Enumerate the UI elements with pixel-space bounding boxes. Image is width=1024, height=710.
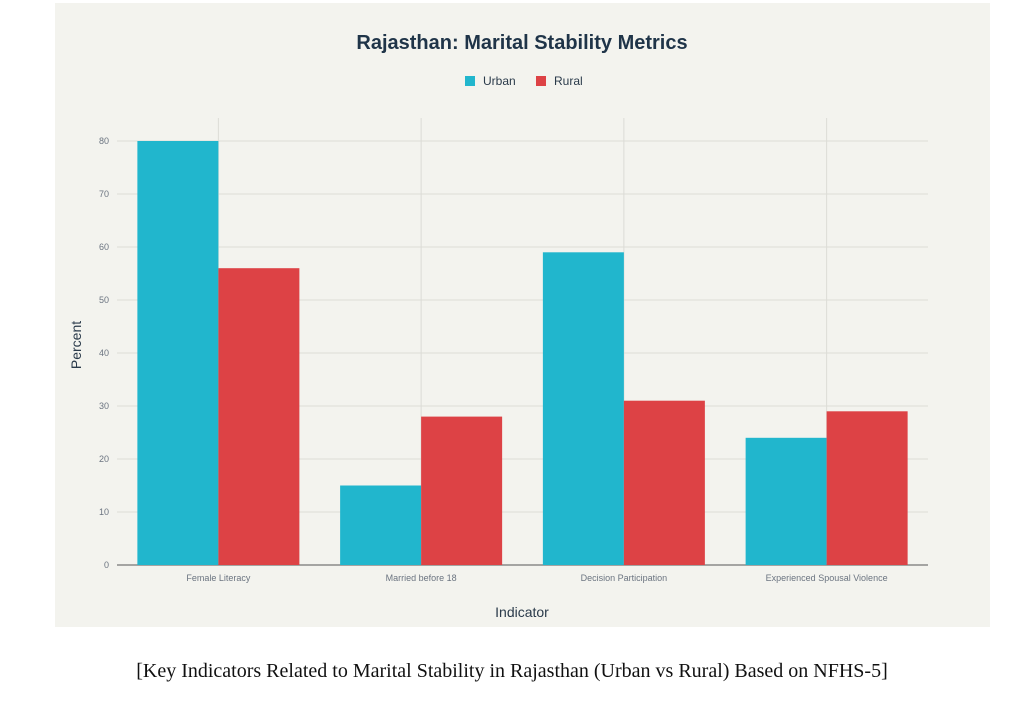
x-tick-label: Experienced Spousal Violence [766,573,888,583]
legend-label-rural: Rural [554,74,583,88]
x-ticks: Female Literacy Married before 18 Decision… [186,573,887,583]
chart-panel: Rajasthan: Marital Stability Metrics Urb… [55,3,990,627]
y-tick-label: 50 [99,295,109,305]
chart-title: Rajasthan: Marital Stability Metrics [356,32,687,54]
y-ticks: 0 10 20 30 40 50 60 70 80 [99,136,109,570]
bar-urban-decision-participation [542,252,624,566]
y-tick-label: 30 [99,401,109,411]
bar-rural-decision-participation [623,400,705,565]
x-axis-label: Indicator [495,604,549,620]
bar-urban-experienced-spousal-violence [745,437,827,565]
y-tick-label: 40 [99,348,109,358]
x-tick-label: Female Literacy [186,573,251,583]
x-tick-label: Married before 18 [386,573,457,583]
legend-swatch-urban [465,76,475,86]
y-tick-label: 60 [99,242,109,252]
legend: Urban Rural [465,74,583,88]
bars [137,141,908,566]
bar-urban-married-before-18 [340,485,422,565]
figure-caption: [Key Indicators Related to Marital Stabi… [136,660,888,682]
y-tick-label: 0 [104,560,109,570]
bar-rural-married-before-18 [421,416,503,565]
bar-chart: Rajasthan: Marital Stability Metrics Urb… [68,32,928,620]
bar-urban-female-literacy [137,141,219,565]
y-tick-label: 10 [99,507,109,517]
y-tick-label: 20 [99,454,109,464]
x-tick-label: Decision Participation [581,573,668,583]
y-tick-label: 70 [99,189,109,199]
bar-rural-female-literacy [218,268,300,565]
y-tick-label: 80 [99,136,109,146]
y-axis-label: Percent [68,321,84,369]
legend-swatch-rural [536,76,546,86]
bar-rural-experienced-spousal-violence [826,411,908,565]
legend-label-urban: Urban [483,74,516,88]
